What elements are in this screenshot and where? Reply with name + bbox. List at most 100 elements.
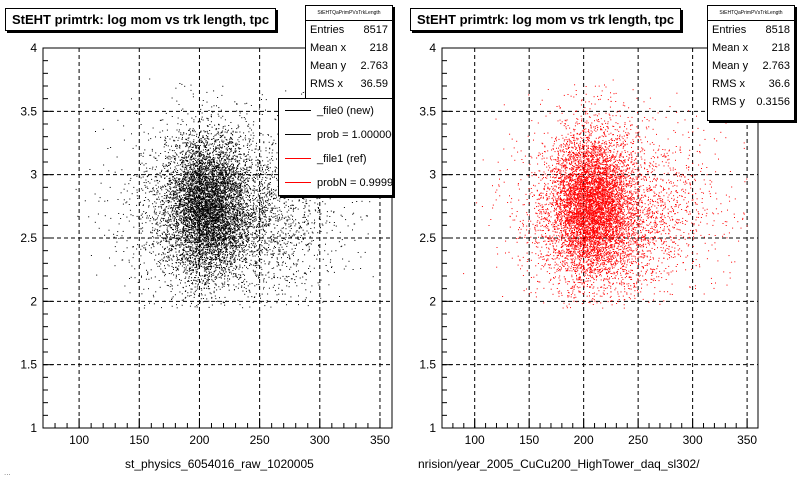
data-point [213,222,215,224]
data-point [304,232,306,234]
data-point [209,252,210,254]
data-point [188,154,190,156]
data-point [197,226,199,228]
data-point [293,264,295,266]
data-point [160,221,162,223]
data-point [212,220,214,222]
data-point [207,282,209,284]
data-point [157,235,159,237]
data-point [148,205,150,207]
data-point [229,216,231,218]
data-point [207,194,208,196]
data-point [180,263,181,265]
data-point [216,257,218,259]
data-point [228,158,230,160]
data-point [226,175,228,177]
data-point [200,254,202,256]
data-point [201,282,203,284]
data-point [219,253,221,255]
data-point [201,227,203,229]
data-point [190,247,192,249]
data-point [221,147,223,149]
data-point [208,268,210,270]
data-point [207,138,209,140]
data-point [236,230,238,232]
data-point [195,147,197,149]
data-point [146,186,148,188]
data-point [184,184,186,185]
data-point [316,258,318,260]
data-point [208,175,210,177]
data-point [229,260,231,262]
data-point [209,292,211,294]
data-point [221,282,223,284]
data-point [360,268,362,269]
data-point [188,185,189,187]
data-point [255,148,257,150]
data-point [243,219,245,221]
data-point [190,237,192,239]
data-point [165,240,167,241]
data-point [228,169,230,171]
data-point [193,223,195,225]
data-point [215,176,217,178]
data-point [137,282,139,283]
data-point [217,234,219,236]
data-point [183,212,185,214]
data-point [220,261,222,263]
data-point [308,210,310,212]
data-point [222,174,224,176]
data-point [267,293,269,295]
data-point [216,168,218,169]
data-point [243,153,245,155]
data-point [198,241,200,243]
data-point [222,233,224,235]
data-point [192,161,194,163]
data-point [189,203,191,205]
data-point [200,293,202,295]
data-point [217,238,219,239]
data-point [166,234,168,235]
data-point [207,178,209,180]
data-point [226,188,228,190]
data-point [188,151,190,153]
data-point [189,134,191,136]
data-point [281,217,283,219]
data-point [184,218,186,219]
data-point [185,198,187,200]
data-point [204,194,206,196]
data-point [263,281,265,283]
data-point [205,195,206,197]
data-point [263,210,265,212]
data-point [172,229,174,231]
data-point [173,179,175,181]
data-point [268,182,270,184]
data-point [196,206,198,208]
data-point [178,239,179,240]
data-point [265,206,267,208]
data-point [228,159,230,161]
data-point [192,254,194,256]
data-point [259,220,261,222]
data-point [215,221,217,223]
data-point [175,204,177,206]
data-point [248,289,250,291]
data-point [191,177,193,178]
data-point [147,271,149,273]
data-point [157,182,159,184]
data-point [264,219,266,221]
data-point [169,214,171,216]
data-point [191,185,192,187]
data-point [185,176,187,178]
data-point [198,257,200,259]
data-point [205,199,207,201]
data-point [181,198,183,200]
data-point [295,207,297,208]
data-point [208,248,210,250]
data-point [262,185,264,187]
data-point [303,222,305,223]
data-point [184,264,186,266]
data-point [196,170,198,172]
data-point [140,177,142,179]
data-point [234,235,236,237]
